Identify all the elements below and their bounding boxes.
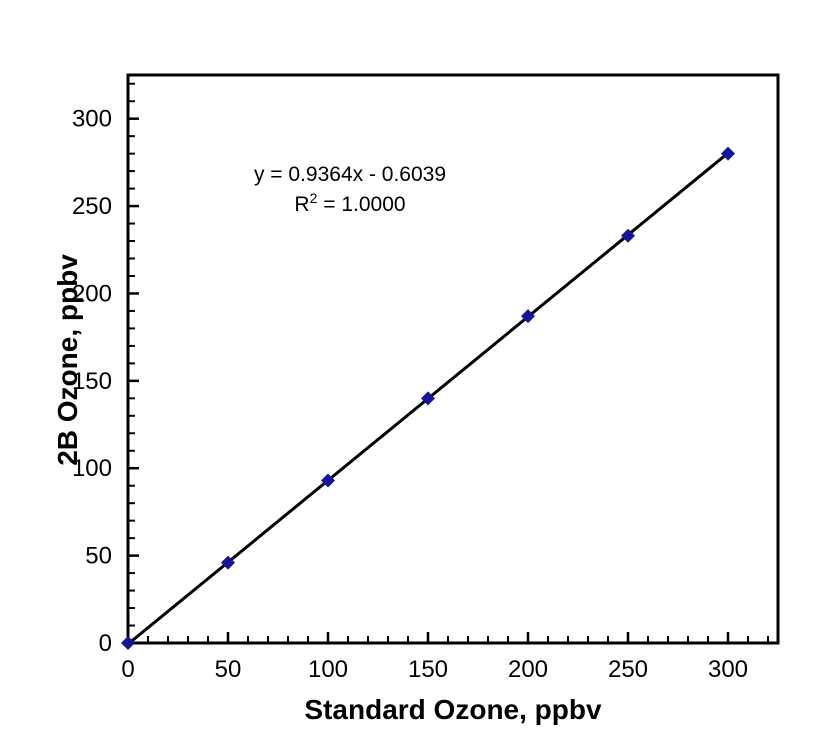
x-axis-title: Standard Ozone, ppbv [304, 694, 602, 725]
y-axis-tick-label: 100 [72, 455, 112, 482]
x-axis-tick-label: 300 [708, 656, 748, 683]
data-point-marker [721, 146, 735, 161]
data-point-marker [221, 555, 235, 570]
data-point-marker [321, 473, 335, 488]
y-axis-tick-label: 300 [72, 106, 112, 133]
y-axis-tick-label: 0 [99, 630, 112, 657]
y-axis-tick-label: 250 [72, 193, 112, 220]
x-axis-tick-label: 50 [215, 656, 242, 683]
data-point-marker [121, 636, 135, 650]
data-point-marker [421, 391, 435, 406]
y-axis-title: 2B Ozone, ppbv [52, 254, 83, 466]
y-axis-tick-label: 50 [85, 543, 112, 570]
x-axis-tick-label: 0 [121, 656, 134, 683]
x-axis-tick-label: 100 [308, 656, 348, 683]
x-axis-tick-label: 250 [608, 656, 648, 683]
data-point-marker [621, 228, 635, 243]
y-axis-tick-label: 200 [72, 280, 112, 307]
equation-text: y = 0.9364x - 0.6039 [253, 163, 447, 186]
r-squared-text: R2 = 1.0000 [294, 190, 406, 216]
x-axis-tick-label: 200 [508, 656, 548, 683]
plot-frame [126, 73, 780, 645]
trendline-annotation: y = 0.9364x - 0.6039 R2 = 1.0000 [254, 160, 446, 220]
y-axis-tick-label: 150 [72, 368, 112, 395]
data-point-marker [521, 309, 535, 324]
x-axis-tick-label: 150 [408, 656, 448, 683]
